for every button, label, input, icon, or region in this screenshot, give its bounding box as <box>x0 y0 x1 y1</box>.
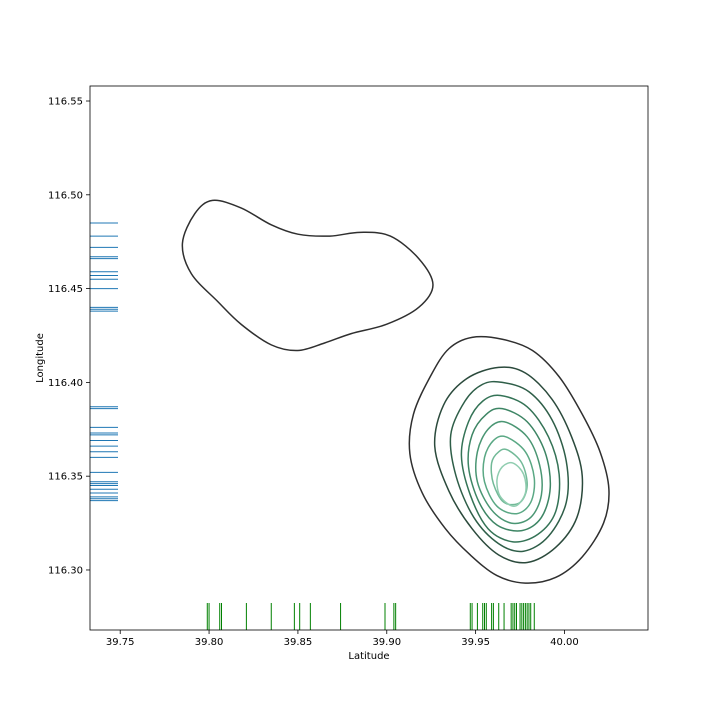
contour-lines <box>181 199 610 584</box>
contour-line-3 <box>449 380 570 553</box>
y-tick-label-2: 116.40 <box>48 378 83 389</box>
y-tick-label-5: 116.55 <box>48 97 83 108</box>
contour-line-8 <box>490 448 528 506</box>
y-tick-label-4: 116.50 <box>48 190 83 201</box>
y-tick-label-1: 116.35 <box>48 472 83 483</box>
axes-background <box>90 86 648 630</box>
x-axis: 39.75 39.80 39.85 39.90 39.95 40.00 <box>106 630 579 648</box>
contour-line-0 <box>181 199 434 352</box>
y-axis: 116.30 116.35 116.40 116.45 116.50 116.55 <box>48 97 90 576</box>
x-tick-label-4: 39.95 <box>461 637 490 648</box>
contour-line-9 <box>496 461 527 507</box>
contour-line-7 <box>482 435 536 515</box>
x-tick-label-0: 39.75 <box>106 637 135 648</box>
contour-line-2 <box>433 366 584 564</box>
x-tick-label-2: 39.85 <box>284 637 313 648</box>
rug-x <box>206 603 535 630</box>
plot-area <box>89 85 649 631</box>
rug-y <box>90 222 118 502</box>
y-tick-label-0: 116.30 <box>48 565 83 576</box>
x-tick-label-5: 40.00 <box>550 637 579 648</box>
contour-line-5 <box>467 407 552 532</box>
x-tick-label-3: 39.90 <box>372 637 401 648</box>
x-axis-label: Latitude <box>348 651 389 662</box>
x-tick-label-1: 39.80 <box>195 637 224 648</box>
contour-line-4 <box>460 394 561 543</box>
contour-line-1 <box>408 335 610 584</box>
axes-frame <box>89 85 649 631</box>
contour-line-6 <box>475 420 543 525</box>
y-axis-label: Longitude <box>35 333 46 383</box>
y-tick-label-3: 116.45 <box>48 284 83 295</box>
